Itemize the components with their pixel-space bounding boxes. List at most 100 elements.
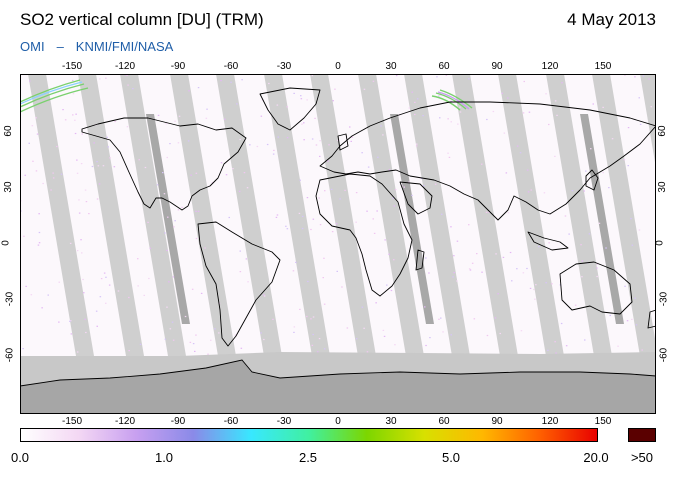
so2-speck — [41, 307, 43, 309]
so2-speck — [108, 284, 111, 286]
so2-speck — [105, 77, 107, 79]
so2-speck — [535, 284, 537, 286]
lon-tick-bottom: 30 — [385, 416, 397, 427]
so2-speck — [76, 159, 78, 161]
lon-tick-top: 150 — [594, 61, 612, 72]
so2-speck — [165, 123, 168, 125]
so2-speck — [548, 123, 550, 126]
lat-tick-left: -60 — [4, 347, 16, 363]
so2-speck — [344, 189, 346, 191]
so2-speck — [516, 268, 518, 270]
so2-speck — [634, 297, 636, 299]
so2-speck — [263, 338, 265, 341]
so2-speck — [188, 90, 190, 92]
so2-speck — [187, 140, 190, 142]
so2-speck — [99, 296, 102, 298]
lon-tick-top: 60 — [438, 61, 450, 72]
so2-speck — [239, 250, 241, 252]
so2-speck — [635, 324, 638, 326]
so2-speck — [627, 127, 630, 129]
so2-speck — [588, 233, 591, 235]
scale-label: >50 — [630, 450, 654, 465]
so2-speck — [481, 271, 483, 273]
orbit-swath-gap — [452, 74, 518, 356]
so2-speck — [147, 221, 149, 223]
so2-speck — [318, 197, 320, 199]
so2-speck — [299, 308, 301, 310]
so2-speck — [411, 91, 413, 93]
so2-speck — [448, 156, 451, 158]
so2-speck — [192, 343, 195, 345]
so2-speck — [551, 283, 553, 285]
africa-coast — [315, 173, 413, 297]
so2-speck — [319, 140, 321, 142]
so2-speck — [299, 179, 301, 181]
so2-speck — [285, 225, 287, 227]
so2-speck — [163, 193, 166, 195]
arctic-arcs-right — [431, 89, 473, 111]
so2-speck — [608, 187, 610, 189]
so2-speck — [246, 187, 249, 189]
so2-speck — [311, 138, 314, 140]
so2-speck — [355, 192, 358, 194]
so2-speck — [648, 78, 650, 80]
so2-speck — [351, 136, 354, 138]
so2-speck — [393, 205, 396, 207]
so2-speck — [169, 328, 172, 330]
so2-speck — [295, 261, 297, 263]
so2-speck — [197, 210, 200, 212]
lon-tick-bottom: 120 — [541, 416, 559, 427]
so2-speck — [82, 278, 84, 281]
eurasia-coast — [319, 101, 656, 221]
so2-speck — [366, 351, 369, 353]
so2-speck — [95, 310, 98, 312]
so2-speck — [268, 82, 270, 85]
so2-speck — [148, 277, 150, 280]
so2-speck — [530, 189, 532, 191]
so2-speck — [24, 174, 26, 176]
so2-speck — [206, 108, 208, 110]
so2-speck — [556, 114, 558, 116]
so2-speck — [456, 240, 459, 242]
so2-speck — [509, 251, 512, 254]
instrument-name: OMI — [20, 39, 45, 54]
map-date: 4 May 2013 — [567, 10, 656, 29]
so2-speck — [526, 169, 529, 171]
data-source: OMI – KNMI/FMI/NASA — [20, 39, 173, 54]
so2-speck — [330, 188, 333, 190]
lon-tick-top: -120 — [114, 61, 136, 72]
so2-speck — [239, 271, 242, 273]
so2-speck — [72, 79, 74, 82]
so2-speck — [439, 117, 441, 119]
so2-speck — [555, 352, 557, 354]
so2-speck — [80, 163, 83, 165]
new-zealand-coast — [647, 309, 656, 329]
lon-tick-bottom: -120 — [114, 416, 136, 427]
so2-speck — [453, 255, 455, 257]
lon-tick-top: 90 — [491, 61, 503, 72]
so2-speck — [323, 348, 326, 350]
so2-speck — [519, 152, 522, 154]
so2-speck — [529, 287, 532, 289]
so2-speck — [450, 100, 452, 102]
so2-speck — [307, 280, 309, 283]
so2-speck — [624, 285, 626, 287]
so2-speck — [469, 269, 472, 271]
so2-speck — [598, 222, 601, 224]
lat-tick-right: 30 — [657, 181, 669, 193]
antarctica — [20, 359, 656, 414]
so2-speck — [447, 152, 449, 154]
so2-speck — [72, 93, 75, 95]
so2-speck — [423, 185, 425, 187]
so2-speck — [377, 156, 379, 158]
so2-speck — [311, 75, 314, 77]
so2-speck — [100, 278, 103, 280]
so2-speck — [30, 294, 33, 296]
so2-speck — [408, 107, 411, 109]
so2-speck — [310, 228, 312, 231]
so2-speck — [584, 339, 586, 341]
so2-speck — [164, 338, 167, 340]
so2-speck — [204, 247, 206, 249]
so2-speck — [382, 329, 385, 331]
lon-tick-bottom: 90 — [491, 416, 503, 427]
